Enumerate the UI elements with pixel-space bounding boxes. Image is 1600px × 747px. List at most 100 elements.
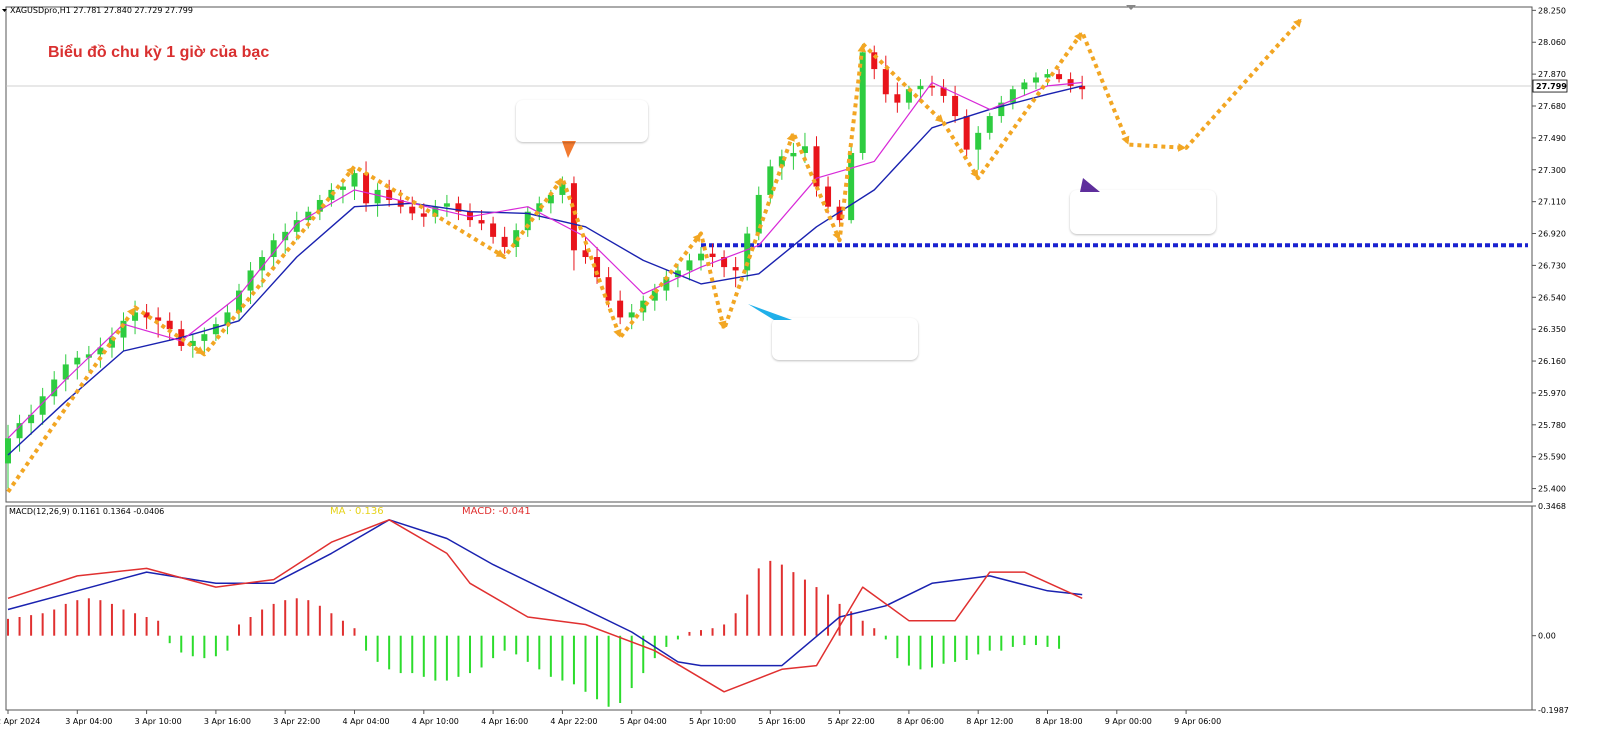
bear-candle [894, 94, 901, 103]
bull-candle [1032, 77, 1039, 83]
pattern-callout-pointer [562, 141, 576, 158]
time-tick-label: 5 Apr 16:00 [758, 717, 805, 726]
bear-candle [501, 236, 508, 247]
macd-header-text: MACD(12,26,9) 0.1161 0.1364 -0.0406 [9, 507, 164, 516]
price-tick-label: 26.540 [1538, 293, 1566, 302]
bull-candle [51, 379, 58, 397]
bull-candle [28, 414, 35, 424]
bear-candle [940, 87, 947, 96]
bull-candle [767, 166, 774, 195]
news-callout-text: Tin tức phi nông tiêu cực [780, 323, 910, 355]
bull-candle [432, 206, 439, 217]
zigzag-arrowhead [1074, 32, 1083, 42]
price-tick-label: 26.160 [1538, 357, 1566, 366]
zigzag-arrowhead [857, 43, 867, 53]
bull-candle [524, 211, 531, 231]
bear-candle [617, 300, 624, 318]
bear-candle [490, 223, 497, 237]
price-tick-label: 27.300 [1538, 166, 1566, 175]
macd-main-line [7, 519, 1083, 693]
bull-candle [559, 183, 566, 195]
bear-candle [963, 116, 970, 150]
zigzag-projection-path [6, 17, 1304, 494]
bull-candle [663, 277, 670, 291]
price-tick-label: 27.490 [1538, 134, 1566, 143]
zigzag-arrowhead [1293, 18, 1302, 28]
bull-candle [282, 231, 289, 241]
slow-moving-average-line [7, 85, 1083, 456]
bear-candle [155, 317, 162, 321]
bull-candle [547, 194, 554, 204]
buy-callout: Mua tiếp tục tăng [1070, 190, 1216, 234]
bull-candle [640, 300, 647, 313]
bull-candle [905, 89, 912, 103]
macd-readout-yellow: MA · 0.136 [330, 506, 384, 517]
bear-candle [467, 211, 473, 221]
news-callout: Tin tức phi nông tiêu cực [772, 318, 918, 360]
time-tick-label: 5 Apr 10:00 [689, 717, 736, 726]
header-dropdown-icon [2, 9, 7, 12]
time-tick-label: 4 Apr 10:00 [412, 717, 459, 726]
zigzag-arrowhead [970, 169, 979, 179]
price-tick-label: 25.970 [1538, 389, 1566, 398]
macd-tick-label: 0.3468 [1538, 502, 1566, 511]
price-tick-label: 26.920 [1538, 230, 1566, 239]
price-tick-label: 28.250 [1538, 6, 1566, 15]
bear-candle [836, 206, 843, 221]
time-tick-label: 8 Apr 18:00 [1036, 717, 1083, 726]
bull-candle [1009, 89, 1016, 103]
bull-candle [132, 312, 139, 321]
bull-candle [328, 189, 335, 200]
bear-candle [882, 69, 889, 95]
bear-candle [732, 267, 739, 271]
current-price-tag [1532, 79, 1568, 93]
bull-candle [189, 340, 196, 346]
bull-candle [975, 132, 982, 150]
bull-candle [351, 173, 358, 187]
time-tick-label: 9 Apr 00:00 [1105, 717, 1152, 726]
time-tick-label: 2 Apr 2024 [0, 717, 40, 726]
buy-callout-pointer [1080, 178, 1100, 192]
bear-candle [570, 183, 577, 251]
bear-candle [605, 277, 612, 301]
bear-candle [478, 220, 485, 224]
bear-candle [721, 257, 728, 268]
time-tick-label: 4 Apr 16:00 [481, 717, 528, 726]
chart-annotation-title: Biểu đồ chu kỳ 1 giờ của bạc [48, 44, 270, 61]
zigzag-arrowhead [613, 328, 622, 338]
zigzag-arrowhead [832, 231, 841, 241]
bear-candle [825, 186, 832, 207]
time-tick-label: 8 Apr 12:00 [966, 717, 1013, 726]
bull-candle [305, 211, 312, 221]
macd-tick-label: -0.1987 [1538, 706, 1569, 715]
price-tick-label: 25.400 [1538, 485, 1566, 494]
bear-candle [455, 203, 462, 212]
bull-candle [259, 257, 266, 271]
time-tick-label: 5 Apr 04:00 [620, 717, 667, 726]
bear-candle [813, 146, 820, 187]
time-tick-label: 9 Apr 06:00 [1174, 717, 1221, 726]
bull-candle [62, 364, 69, 380]
bull-candle [443, 203, 450, 207]
bear-candle [594, 257, 601, 278]
bull-candle [790, 152, 797, 157]
news-callout-pointer [748, 304, 792, 320]
bull-candle [628, 312, 635, 318]
zigzag-arrowhead [934, 114, 944, 123]
macd-tick-label: 0.00 [1538, 632, 1556, 641]
price-tick-label: 27.110 [1538, 198, 1566, 207]
bull-candle [236, 290, 242, 313]
time-tick-label: 3 Apr 10:00 [135, 717, 182, 726]
zigzag-arrowhead [195, 346, 205, 355]
bear-candle [582, 250, 589, 258]
bull-candle [293, 220, 300, 232]
bull-candle [97, 347, 104, 355]
bull-candle [74, 357, 81, 365]
macd-readout-red: MACD: -0.041 [462, 506, 531, 517]
bull-candle [212, 324, 219, 335]
macd-pane-frame [5, 505, 1533, 711]
time-tick-label: 3 Apr 22:00 [273, 717, 320, 726]
bear-candle [420, 213, 427, 217]
